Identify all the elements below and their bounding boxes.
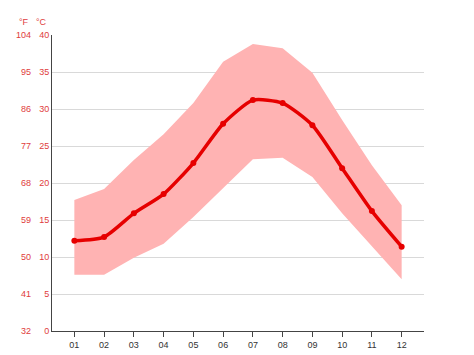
svg-text:41: 41 — [21, 289, 31, 299]
svg-text:35: 35 — [39, 67, 49, 77]
svg-text:10: 10 — [39, 252, 49, 262]
svg-text:11: 11 — [367, 340, 376, 350]
svg-text:86: 86 — [21, 104, 31, 114]
svg-text:02: 02 — [99, 340, 109, 350]
svg-text:15: 15 — [39, 215, 49, 225]
svg-text:05: 05 — [188, 340, 198, 350]
svg-text:50: 50 — [21, 252, 31, 262]
svg-text:0: 0 — [44, 326, 49, 336]
svg-text:03: 03 — [129, 340, 139, 350]
svg-text:°C: °C — [36, 17, 47, 27]
svg-text:08: 08 — [278, 340, 288, 350]
svg-text:12: 12 — [397, 340, 407, 350]
svg-text:32: 32 — [21, 326, 31, 336]
svg-text:°F: °F — [19, 17, 29, 27]
svg-text:20: 20 — [39, 178, 49, 188]
svg-text:06: 06 — [218, 340, 228, 350]
svg-text:04: 04 — [159, 340, 169, 350]
svg-text:95: 95 — [21, 67, 31, 77]
svg-text:25: 25 — [39, 141, 49, 151]
svg-text:07: 07 — [248, 340, 258, 350]
svg-text:77: 77 — [21, 141, 31, 151]
svg-text:30: 30 — [39, 104, 49, 114]
svg-text:10: 10 — [337, 340, 347, 350]
svg-text:104: 104 — [16, 30, 31, 40]
svg-text:5: 5 — [44, 289, 49, 299]
svg-text:40: 40 — [39, 30, 49, 40]
svg-text:01: 01 — [69, 340, 79, 350]
svg-text:09: 09 — [307, 340, 317, 350]
svg-text:68: 68 — [21, 178, 31, 188]
svg-text:59: 59 — [21, 215, 31, 225]
